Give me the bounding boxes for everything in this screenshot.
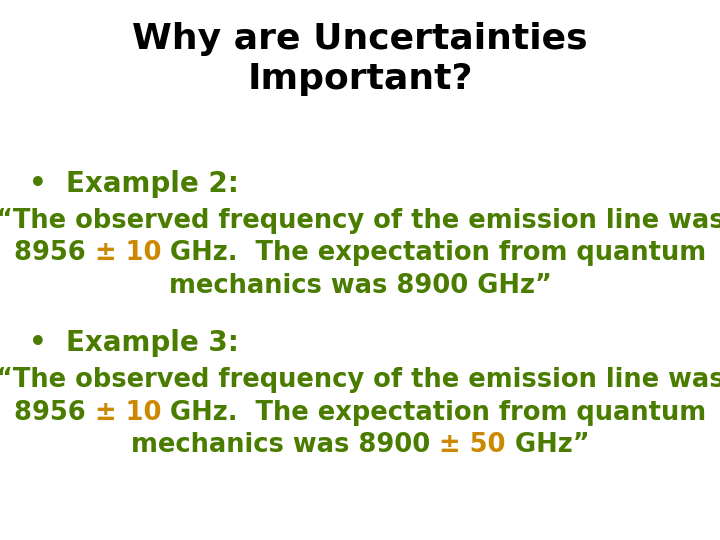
Text: “The observed frequency of the emission line was: “The observed frequency of the emission …: [0, 208, 720, 234]
Text: mechanics was 8900 GHz”: mechanics was 8900 GHz”: [168, 273, 552, 299]
Text: 8956: 8956: [14, 400, 94, 426]
Text: GHz”: GHz”: [505, 432, 589, 458]
Text: GHz.  The expectation from quantum: GHz. The expectation from quantum: [161, 240, 706, 266]
Text: •  Example 2:: • Example 2:: [29, 170, 238, 198]
Text: 8956: 8956: [14, 240, 94, 266]
Text: •  Example 3:: • Example 3:: [29, 329, 238, 357]
Text: “The observed frequency of the emission line was: “The observed frequency of the emission …: [0, 367, 720, 393]
Text: GHz.  The expectation from quantum: GHz. The expectation from quantum: [161, 400, 706, 426]
Text: Why are Uncertainties
Important?: Why are Uncertainties Important?: [132, 22, 588, 96]
Text: ± 50: ± 50: [439, 432, 505, 458]
Text: ± 10: ± 10: [94, 240, 161, 266]
Text: mechanics was 8900: mechanics was 8900: [131, 432, 439, 458]
Text: ± 10: ± 10: [94, 400, 161, 426]
